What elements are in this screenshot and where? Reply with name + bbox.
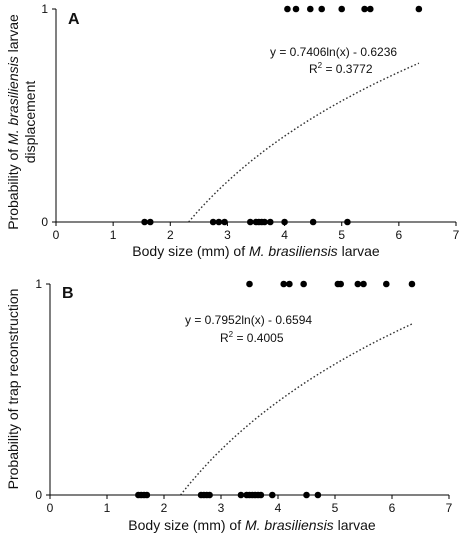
panel-b-r2: R2 = 0.4005: [220, 330, 284, 345]
panel-b-r2-superscript: 2: [229, 330, 234, 339]
panel-a-letter: A: [68, 11, 80, 28]
panel-b-letter: B: [62, 285, 74, 302]
panel-b-data-point: [143, 491, 151, 499]
panel-a-x-tick-label: 4: [281, 228, 288, 242]
panel-a-data-point: [306, 5, 314, 13]
panel-a-x-axis-label: Body size (mm) of M. brasiliensis larvae: [132, 243, 380, 259]
panel-b-xlabel-part-2: M. brasiliensis: [245, 517, 334, 533]
panel-a-data-point: [215, 218, 223, 226]
panel-a-x-tick-label: 0: [53, 228, 60, 242]
panel-b-data-point: [300, 280, 307, 288]
panel-a-xlabel-part-3: larvae: [338, 243, 380, 259]
panel-b-data-point: [286, 280, 293, 288]
panel-a-y-axis-label-line1: Probability of M. brasiliensis larvae: [5, 14, 21, 230]
panel-b-x-tick-label: 1: [104, 501, 111, 515]
panel-a-data-point: [146, 218, 154, 226]
panel-a-data-point: [361, 5, 368, 13]
panel-b-data-point: [257, 491, 265, 499]
panel-b-data-point: [237, 491, 245, 499]
panel-b-x-tick-label: 4: [275, 501, 282, 515]
panel-b-y-tick-label: 0: [35, 488, 42, 502]
panel-b-ylabel-part-1: Probability of trap reconstruction: [5, 289, 21, 490]
panel-b-data-point: [337, 280, 345, 288]
panel-b-data-point: [280, 280, 288, 288]
panel-a-data-point: [266, 218, 274, 226]
panel-a-data-point: [246, 218, 254, 226]
panel-b-data-point: [269, 491, 276, 499]
panel-b-x-tick-label: 0: [47, 501, 54, 515]
panel-b-x-tick-label: 5: [332, 501, 339, 515]
panel-a-data-point: [309, 218, 317, 226]
panel-a-xlabel-part-1: Body size (mm) of: [132, 243, 249, 259]
panel-a-data-point: [221, 218, 228, 226]
panel-b-data-point: [360, 280, 367, 288]
panel-a-ylabel-part-3: larvae: [5, 14, 21, 56]
panel-b-x-tick-label: 7: [446, 501, 453, 515]
panel-b-x-tick-label: 2: [161, 501, 168, 515]
panel-a-data-point: [366, 5, 374, 13]
panel-a-fit-curve: [188, 62, 420, 223]
panel-a-r2-value: = 0.3772: [322, 62, 373, 76]
panel-b-r2-symbol: R: [220, 331, 229, 345]
panel-a-equation: y = 0.7406ln(x) - 0.6236: [270, 45, 397, 59]
panel-a-x-tick-label: 3: [224, 228, 231, 242]
panel-b-fit-curve: [179, 323, 413, 496]
panel-b-data-point: [408, 280, 416, 288]
panel-b-data-point: [206, 491, 213, 499]
panel-b-data-point: [246, 280, 253, 288]
panel-a-ylabel-part-2: M. brasiliensis: [5, 56, 21, 145]
panel-a-ylabel-part-1: Probability of: [5, 145, 21, 230]
panel-b-y-tick-label: 1: [35, 277, 42, 291]
panel-b-xlabel-part-3: larvae: [334, 517, 376, 533]
panel-b-data-point: [314, 491, 322, 499]
panel-b-data-point: [354, 280, 362, 288]
panel-a-data-point: [344, 218, 351, 226]
panel-b-equation: y = 0.7952ln(x) - 0.6594: [185, 313, 312, 327]
panel-a-data-point: [338, 5, 346, 13]
panel-b-data-point: [383, 280, 390, 288]
panel-a-r2-superscript: 2: [318, 61, 323, 70]
panel-a-data-point: [292, 5, 300, 13]
panel-a-r2-symbol: R: [309, 62, 318, 76]
panel-a-data-point: [209, 218, 217, 226]
panel-a-y-axis-label-line2: displacement: [22, 81, 38, 164]
panel-a-data-point: [415, 5, 423, 13]
panel-a-y-tick-label: 1: [41, 2, 48, 16]
panel-a-y-tick-label: 0: [41, 215, 48, 229]
panel-a-axes: 0 1 2 3 4 5 6 7 0 1: [41, 2, 459, 242]
panel-b-x-tick-label: 3: [218, 501, 225, 515]
panel-a-data-point: [281, 218, 288, 226]
panel-a-xlabel-part-2: M. brasiliensis: [249, 243, 338, 259]
panel-a-data-point: [318, 5, 326, 13]
panel-a-x-tick-label: 7: [453, 228, 460, 242]
panel-a-x-tick-label: 1: [110, 228, 117, 242]
panel-a-data-point: [284, 5, 291, 13]
panel-a-x-tick-label: 5: [338, 228, 345, 242]
panel-b-r2-value: = 0.4005: [233, 331, 284, 345]
panel-b-y-axis-label: Probability of trap reconstruction: [5, 289, 21, 490]
panel-b-xlabel-part-1: Body size (mm) of: [128, 517, 245, 533]
panel-b-data-point: [303, 491, 310, 499]
panel-a-data-point: [141, 218, 148, 226]
panel-a-x-tick-label: 6: [396, 228, 403, 242]
panel-b: 0 1 2 3 4 5 6 701 B y = 0.7952ln(x) - 0.6594 R2…: [5, 277, 453, 533]
panel-a-x-tick-label: 2: [167, 228, 174, 242]
panel-a: 0 1 2 3 4 5 6 701 A y = 0.7406ln(x) - 0.6236 R2…: [5, 2, 460, 259]
panel-b-x-tick-label: 6: [389, 501, 396, 515]
panel-a-r2: R2 = 0.3772: [309, 61, 373, 76]
panel-b-axes: 0 1 2 3 4 5 6 7 0 1: [35, 277, 452, 515]
panel-a-data-point: [261, 218, 268, 226]
panel-b-x-axis-label: Body size (mm) of M. brasiliensis larvae: [128, 517, 376, 533]
